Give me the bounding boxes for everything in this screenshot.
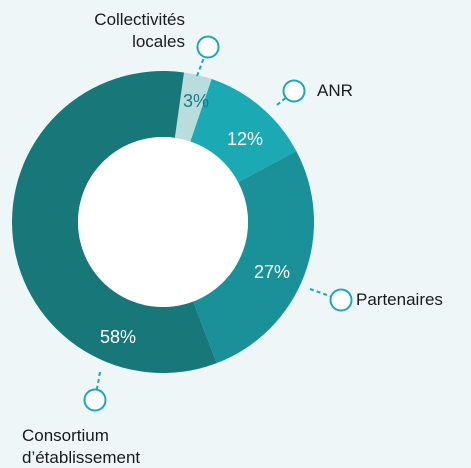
value-label: 27% xyxy=(254,262,290,282)
marker xyxy=(282,79,306,103)
connector xyxy=(276,97,287,106)
category-label: Collectivités locales xyxy=(94,10,185,51)
donut-segment xyxy=(174,72,212,142)
connector xyxy=(196,56,206,77)
category-label: Partenaires xyxy=(356,290,443,309)
value-label: 3% xyxy=(183,91,209,111)
marker xyxy=(196,35,220,59)
value-label: 58% xyxy=(100,327,136,347)
marker xyxy=(83,388,107,412)
marker xyxy=(329,288,353,312)
connector xyxy=(95,371,101,390)
category-label: ANR xyxy=(317,81,353,100)
donut-segment xyxy=(12,71,217,374)
donut-segment xyxy=(193,151,315,364)
donut-segment xyxy=(190,79,297,183)
category-label: Consortium d’établissement xyxy=(22,426,141,467)
value-label: 12% xyxy=(227,129,263,149)
donut-hole xyxy=(78,137,248,307)
connector xyxy=(309,288,331,298)
